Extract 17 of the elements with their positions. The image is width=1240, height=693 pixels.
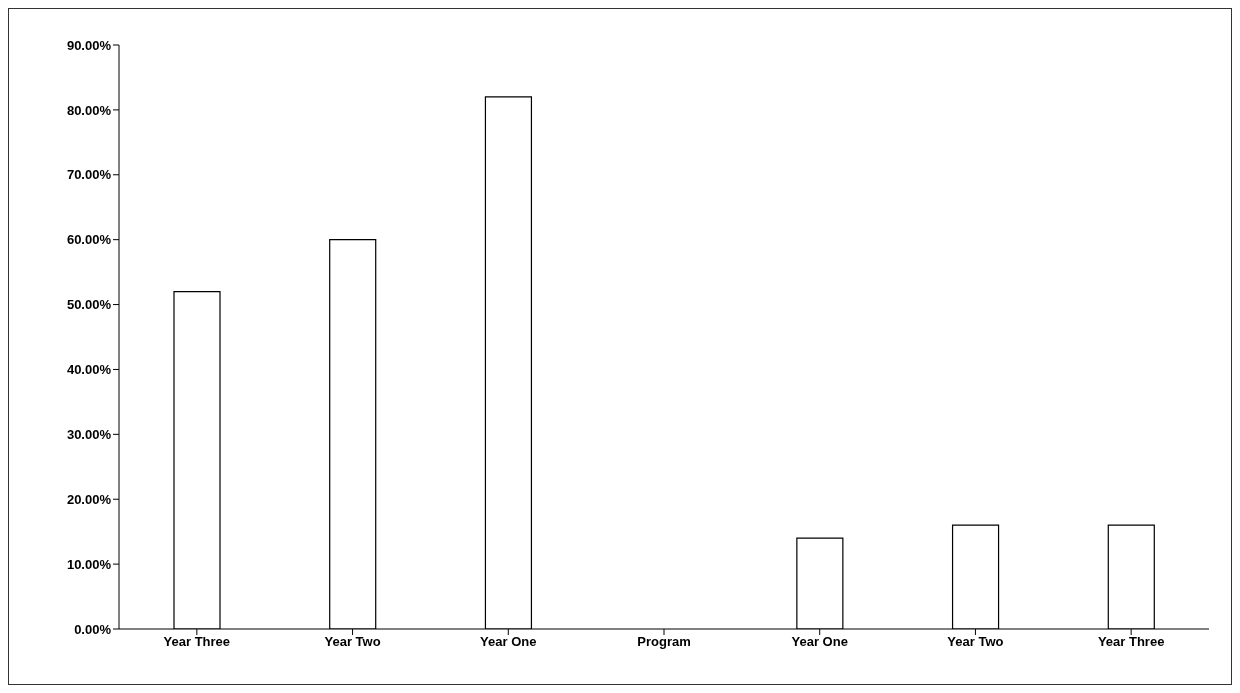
y-tick-label: 30.00% <box>66 426 112 442</box>
x-tick-label: Year Two <box>324 634 381 650</box>
y-tick-label: 10.00% <box>66 556 112 572</box>
x-tick-label: Year Two <box>947 634 1004 650</box>
y-tick-label: 40.00% <box>66 362 112 378</box>
x-tick-label: Program <box>637 634 691 650</box>
y-tick-label: 0.00% <box>74 621 112 637</box>
y-tick-label: 90.00% <box>66 37 112 53</box>
x-tick-label: Year One <box>480 634 537 650</box>
x-tick-label: Year Three <box>163 634 231 650</box>
x-tick-label: Year One <box>791 634 848 650</box>
y-tick-label: 80.00% <box>66 102 112 118</box>
x-tick-label: Year Three <box>1097 634 1165 650</box>
y-tick-label: 50.00% <box>66 297 112 313</box>
y-tick-label: 60.00% <box>66 232 112 248</box>
y-tick-label: 20.00% <box>66 491 112 507</box>
y-tick-label: 70.00% <box>66 167 112 183</box>
